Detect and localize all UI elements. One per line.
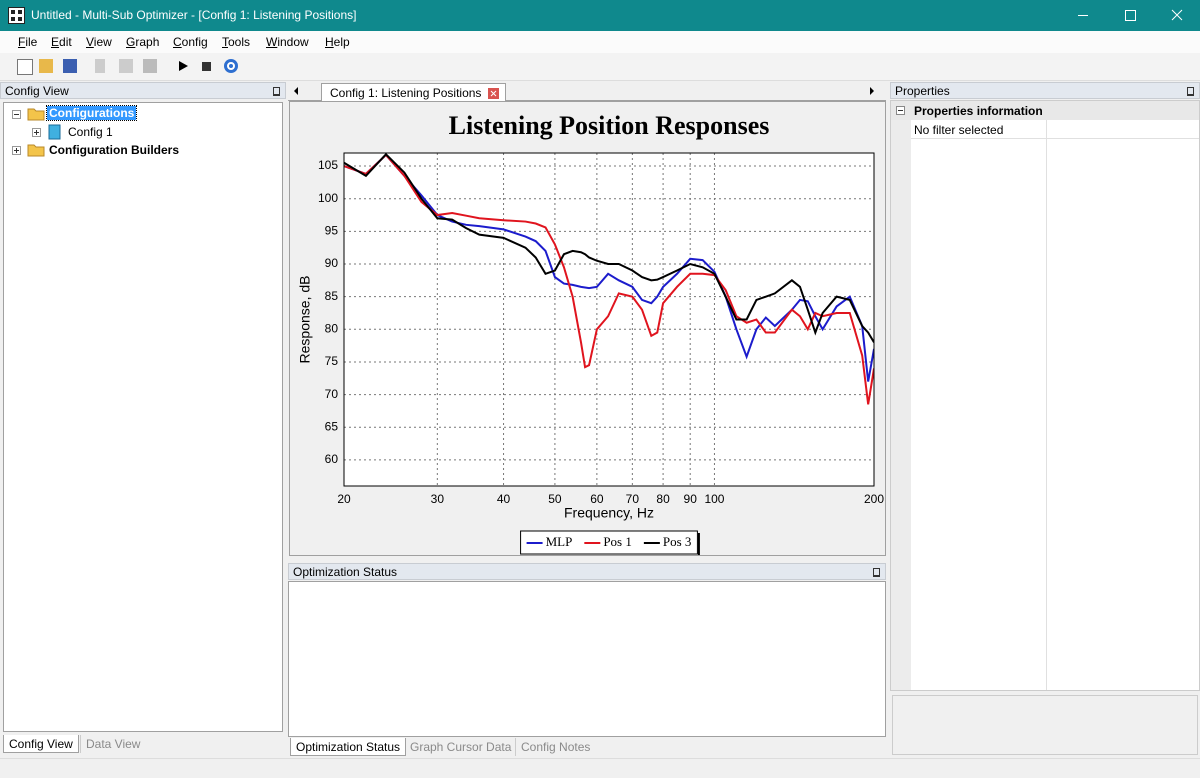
menu-bar: File Edit View Graph Config Tools Window Help bbox=[0, 31, 1200, 53]
new-button[interactable] bbox=[17, 59, 33, 75]
legend-box bbox=[520, 530, 698, 555]
copy-button[interactable] bbox=[119, 59, 133, 73]
series-line bbox=[344, 153, 874, 405]
tree-item[interactable]: Configuration Builders bbox=[49, 143, 179, 157]
cut-button[interactable] bbox=[95, 59, 105, 73]
menu-item[interactable]: Graph bbox=[126, 35, 160, 49]
chart-title: Listening Position Responses bbox=[449, 111, 770, 140]
menu-item[interactable]: Edit bbox=[51, 35, 72, 49]
tab[interactable]: Data View bbox=[80, 735, 145, 753]
document-tab-title: Config 1: Listening Positions bbox=[330, 86, 482, 100]
property-grid: Properties information No filter selecte… bbox=[890, 100, 1200, 691]
scroll-left[interactable] bbox=[292, 86, 300, 96]
legend-label: Pos 1 bbox=[603, 534, 632, 549]
document-tab[interactable]: Config 1: Listening Positions bbox=[321, 83, 506, 101]
x-tick-label: 80 bbox=[656, 492, 670, 506]
plot-border bbox=[343, 152, 875, 487]
open-button[interactable] bbox=[39, 59, 53, 73]
window-controls bbox=[1078, 9, 1183, 21]
tree-view: Configurations Config 1 Configuration Bu… bbox=[3, 102, 283, 732]
section-title: Properties information bbox=[914, 104, 1043, 118]
grid-row-line bbox=[911, 138, 1199, 139]
x-tick-label: 100 bbox=[704, 492, 724, 506]
chart-container: Listening Position Responses 60 65 70 75 80 85… bbox=[289, 101, 886, 556]
tab[interactable]: Graph Cursor Data bbox=[410, 740, 512, 754]
y-tick-label: 85 bbox=[325, 289, 339, 303]
close-button[interactable] bbox=[1171, 9, 1183, 21]
y-tick-label: 105 bbox=[318, 158, 338, 172]
x-tick-label: 50 bbox=[548, 492, 562, 506]
tab-strip: Config View Data View bbox=[3, 735, 283, 755]
x-tick-label: 200 bbox=[864, 492, 884, 506]
stop-button[interactable] bbox=[202, 62, 211, 71]
y-tick-label: 70 bbox=[325, 387, 339, 401]
title-bar: Untitled - Multi-Sub Optimizer - [Config… bbox=[0, 0, 1200, 31]
x-axis-title: Frequency, Hz bbox=[564, 505, 654, 521]
legend: MLP Pos 1 Pos 3 bbox=[520, 530, 698, 555]
maximize-button[interactable] bbox=[1125, 10, 1136, 21]
panel-header: Optimization Status bbox=[288, 563, 886, 580]
tree-item[interactable]: Config 1 bbox=[68, 125, 113, 139]
x-tick-label: 40 bbox=[497, 492, 511, 506]
property-row: No filter selected bbox=[914, 123, 1004, 137]
series-line bbox=[344, 153, 874, 382]
app-icon bbox=[8, 7, 25, 24]
x-tick-label: 60 bbox=[590, 492, 604, 506]
y-tick-label: 90 bbox=[325, 256, 339, 270]
panel-header: Properties bbox=[890, 82, 1200, 99]
tab[interactable]: Optimization Status bbox=[290, 738, 407, 756]
tab[interactable]: Config Notes bbox=[515, 738, 595, 756]
menu-item[interactable]: Tools bbox=[222, 35, 251, 49]
tree-item[interactable]: Configurations bbox=[45, 105, 138, 121]
y-axis-title: Response, dB bbox=[297, 276, 313, 364]
status-content bbox=[288, 581, 886, 737]
x-tick-label: 90 bbox=[684, 492, 698, 506]
chart: Listening Position Responses 60 65 70 75 80 85… bbox=[297, 111, 884, 555]
y-tick-label: 75 bbox=[325, 354, 339, 368]
property-section bbox=[891, 101, 1199, 120]
grid-divider bbox=[1046, 120, 1047, 690]
menu-item[interactable]: Window bbox=[266, 35, 309, 49]
paste-button[interactable] bbox=[143, 59, 157, 73]
menu-item[interactable]: Help bbox=[325, 35, 350, 49]
menu-item[interactable]: File bbox=[18, 35, 38, 49]
x-tick-label: 20 bbox=[337, 492, 351, 506]
x-tick-label: 70 bbox=[626, 492, 640, 506]
y-tick-label: 95 bbox=[325, 224, 339, 238]
panel-title: Optimization Status bbox=[293, 565, 398, 579]
toolbar bbox=[0, 53, 1200, 81]
scroll-right[interactable] bbox=[868, 86, 876, 96]
run-button[interactable] bbox=[176, 59, 190, 73]
menu-item[interactable]: Config bbox=[173, 35, 208, 49]
y-tick-label: 100 bbox=[318, 191, 338, 205]
series-line bbox=[344, 153, 874, 343]
y-tick-label: 65 bbox=[325, 419, 339, 433]
save-button[interactable] bbox=[63, 59, 77, 73]
document-tab-strip: Config 1: Listening Positions bbox=[288, 82, 886, 101]
panel-title: Properties bbox=[895, 84, 950, 98]
tab-strip: Optimization Status Graph Cursor Data Co… bbox=[290, 738, 886, 758]
tab[interactable]: Config View bbox=[3, 735, 79, 753]
y-tick-label: 60 bbox=[325, 452, 339, 466]
grid-margin bbox=[891, 120, 911, 690]
x-tick-label: 30 bbox=[431, 492, 445, 506]
collapse-toggle[interactable] bbox=[896, 106, 905, 115]
status-bar bbox=[0, 758, 1200, 778]
legend-label: Pos 3 bbox=[663, 534, 692, 549]
menu-item[interactable]: View bbox=[86, 35, 112, 49]
close-tab[interactable] bbox=[488, 88, 499, 99]
description-box bbox=[892, 695, 1198, 755]
help-button[interactable] bbox=[224, 59, 238, 73]
tree-icons bbox=[12, 108, 61, 157]
legend-label: MLP bbox=[546, 534, 573, 549]
y-tick-label: 80 bbox=[325, 321, 339, 335]
window-title: Untitled - Multi-Sub Optimizer - [Config… bbox=[31, 8, 357, 22]
panel-header: Config View bbox=[0, 82, 286, 99]
panel-title: Config View bbox=[5, 84, 69, 98]
